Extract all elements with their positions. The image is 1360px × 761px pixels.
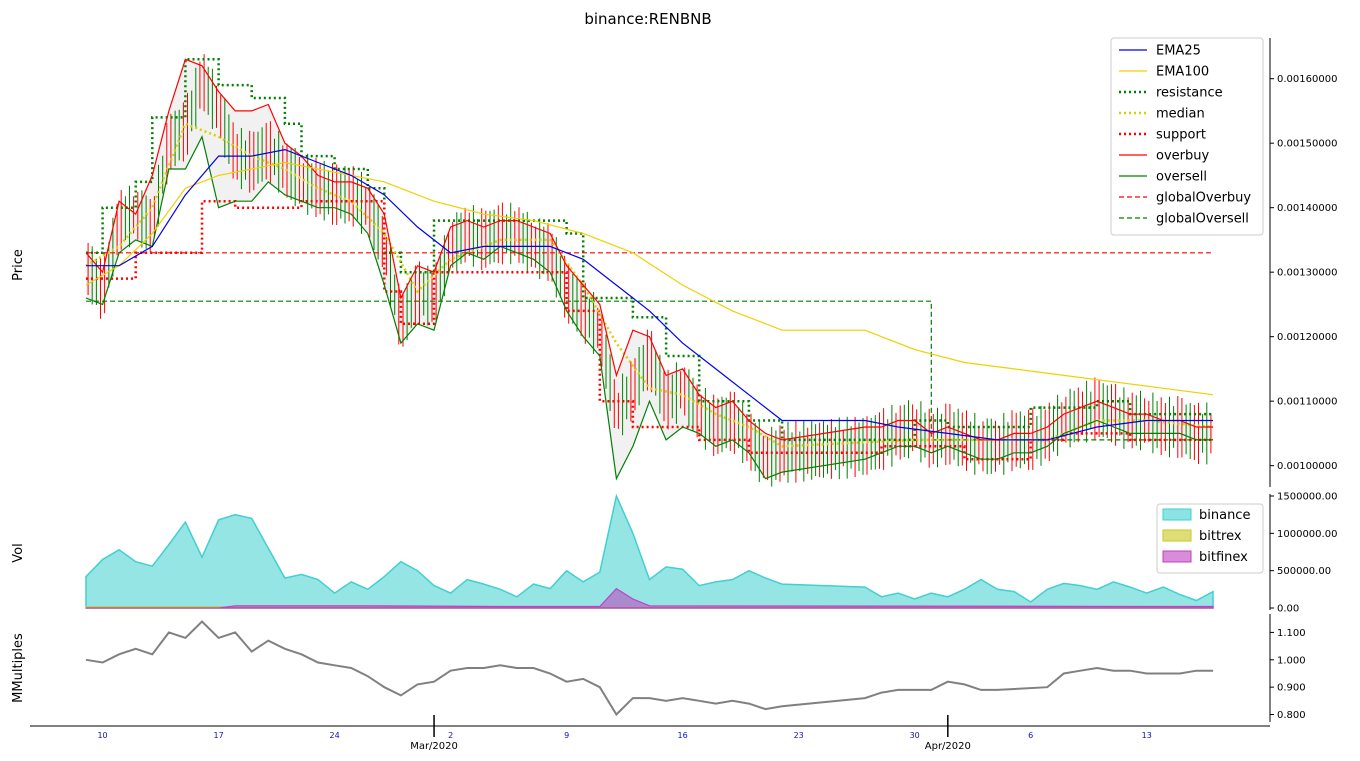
chart-title: binance:RENBNB <box>584 10 711 28</box>
mmultiples-ytick-label-3: 1.100 <box>1277 628 1306 639</box>
legend-label-resistance: resistance <box>1156 86 1223 101</box>
mmultiples-ytick-label-2: 1.000 <box>1277 655 1306 666</box>
overbuy-line <box>85 58 1213 441</box>
price-legend: EMA25 EMA100 resistance median support overbu… <box>1110 37 1264 236</box>
legend-label-oversell: oversell <box>1156 170 1207 185</box>
legend-label-globalOverbuy: globalOverbuy <box>1156 191 1251 206</box>
EMA25-line <box>86 148 1213 441</box>
oversell-line <box>85 134 1213 481</box>
legend-label-globalOversell: globalOversell <box>1156 212 1249 227</box>
month-label-1: Apr/2020 <box>925 741 971 752</box>
mmultiples-ytick-label-0: 0.800 <box>1277 710 1306 721</box>
x-tick-label-8: 6 <box>1028 731 1033 740</box>
price-ytick-label-5: 0.00150000 <box>1277 139 1337 150</box>
price-ytick-label-1: 0.00110000 <box>1277 397 1337 408</box>
mmultiples-panel: 0.800 0.900 1.000 1.100 <box>85 614 1306 722</box>
legend-label-EMA100: EMA100 <box>1156 65 1209 80</box>
x-tick-label-1: 17 <box>213 731 223 740</box>
bitfinex-area <box>86 587 1214 609</box>
price-ytick-label-6: 0.00160000 <box>1277 74 1337 85</box>
price-ytick-label-0: 0.00100000 <box>1277 461 1337 472</box>
legend-swatch-bitfinex <box>1162 550 1192 563</box>
EMA100-line <box>85 161 1214 396</box>
volume-panel: 0.00 500000.00 1000000.00 1500000.00 <box>85 492 1337 615</box>
price-legend-box <box>1110 37 1264 236</box>
mmultiples-axis-label: MMultiples <box>11 633 26 703</box>
vol-ytick-label-1: 500000.00 <box>1277 566 1331 577</box>
price-ytick-label-2: 0.00120000 <box>1277 332 1337 343</box>
legend-swatch-bittrex <box>1162 529 1192 542</box>
x-tick-label-6: 23 <box>794 731 804 740</box>
x-tick-label-3: 2 <box>448 731 453 740</box>
legend-label-bitfinex: bitfinex <box>1199 550 1248 565</box>
binance-area <box>85 493 1214 609</box>
support-line <box>86 199 1213 461</box>
vol-ytick-label-3: 1500000.00 <box>1277 492 1337 503</box>
price-axis-label: Price <box>11 249 26 281</box>
x-tick-label-7: 30 <box>910 731 920 740</box>
legend-label-overbuy: overbuy <box>1156 149 1209 164</box>
resistance-line <box>86 58 1213 442</box>
legend-label-median: median <box>1156 107 1205 122</box>
x-tick-label-5: 16 <box>678 731 688 740</box>
vol-ytick-label-2: 1000000.00 <box>1277 529 1337 540</box>
month-label-0: Mar/2020 <box>410 741 458 752</box>
overbuy-oversell-band <box>86 59 1213 479</box>
x-axis: 10 17 24 2 9 16 23 30 6 13 Mar/2020 Apr/2020 <box>30 715 1270 752</box>
legend-swatch-binance <box>1162 508 1192 521</box>
legend-label-EMA25: EMA25 <box>1156 44 1201 59</box>
mmultiples-ytick-label-1: 0.900 <box>1277 683 1306 694</box>
globalOversell-line <box>86 300 1213 441</box>
price-ytick-label-3: 0.00130000 <box>1277 268 1337 279</box>
x-tick-label-2: 24 <box>330 731 340 740</box>
vol-ytick-label-0: 0.00 <box>1277 604 1299 615</box>
volume-legend: binance bittrex bitfinex <box>1156 503 1264 574</box>
vol-axis-label: Vol <box>11 543 26 562</box>
legend-label-bittrex: bittrex <box>1199 529 1242 544</box>
x-tick-label-0: 10 <box>97 731 107 740</box>
price-panel: 0.00100000 0.00110000 0.00120000 0.00130000… <box>85 38 1337 487</box>
x-tick-label-9: 13 <box>1142 731 1152 740</box>
median-line <box>85 122 1214 448</box>
mmultiple-line <box>85 620 1213 717</box>
x-tick-label-4: 9 <box>564 731 569 740</box>
price-ytick-label-4: 0.00140000 <box>1277 203 1337 214</box>
legend-label-support: support <box>1156 128 1206 143</box>
legend-label-binance: binance <box>1199 508 1250 523</box>
